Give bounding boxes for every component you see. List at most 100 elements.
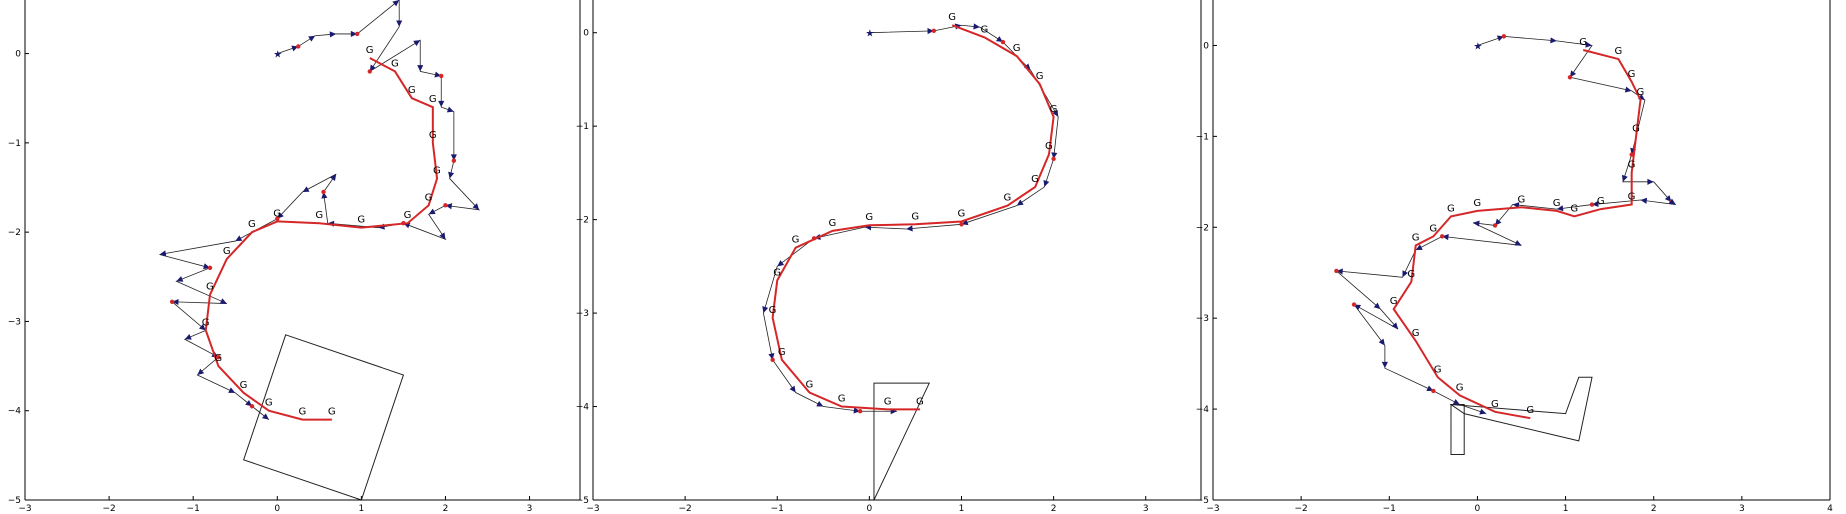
x-tick-label: 1: [1563, 504, 1569, 514]
estimate-arrow: [1043, 179, 1050, 187]
goal-marker: G: [223, 246, 231, 257]
goal-marker: G: [1004, 193, 1012, 204]
estimate-point: [1501, 34, 1507, 39]
estimate-arrow: [228, 387, 236, 393]
x-tick-label: 2: [1051, 504, 1057, 514]
goal-marker: G: [1632, 123, 1640, 134]
goal-marker: G: [1579, 37, 1587, 48]
goal-marker: G: [769, 305, 777, 316]
y-tick-label: −3: [8, 317, 21, 327]
goal-marker: G: [1614, 46, 1622, 57]
estimate-point: [1051, 156, 1056, 162]
estimate-arrow: [1556, 205, 1564, 212]
panel-2: −3 −2 −1 0 1 2 3 0−1−2−3−4−5 GGGGGGGGGGGGGGGGG…: [576, 0, 1202, 514]
y-tick-label: −2: [1196, 223, 1209, 233]
goal-marker: G: [391, 58, 399, 69]
estimate-arrow: [1668, 198, 1676, 205]
estimate-point: [1334, 268, 1339, 274]
y-tick-label: −1: [576, 122, 589, 132]
x-tick-label: 0: [1475, 504, 1481, 514]
y-tick-label: −4: [1196, 405, 1210, 415]
estimate-arrow: [1495, 218, 1502, 226]
estimate-arrow: [762, 306, 769, 314]
estimate-arrow: [1052, 109, 1059, 117]
goal-marker: G: [429, 94, 437, 105]
plot-area-2: [593, 0, 1201, 500]
goal-marker: G: [1526, 405, 1534, 416]
estimate-arrow: [321, 191, 328, 199]
goal-marker: G: [357, 215, 365, 226]
estimate-point: [1351, 302, 1357, 307]
estimate-arrow: [1373, 302, 1381, 310]
y-tick-label: −5: [576, 496, 589, 506]
estimate-arrow: [438, 100, 445, 108]
estimate-arrow: [1016, 199, 1024, 206]
estimate-point: [1567, 75, 1573, 80]
goal-marker: G: [214, 353, 222, 364]
estimate-arrow: [816, 400, 824, 407]
estimate-point: [321, 189, 326, 195]
panel-1: −3 −2 −1 0 1 2 3 0−1−2−3−4−5 GGGGGGGGGGGGGGGGG…: [8, 0, 581, 514]
estimate-arrow: [235, 235, 243, 242]
estimate-point: [216, 354, 221, 360]
goal-marker: G: [299, 407, 307, 418]
goal-marker: G: [404, 210, 412, 221]
estimate-arrow: [995, 36, 1003, 43]
goal-marker: G: [1013, 43, 1021, 54]
x-tick-label: 2: [1651, 504, 1657, 514]
goal-marker: G: [911, 211, 919, 222]
goal-marker: G: [1628, 192, 1636, 203]
goal-marker: G: [1412, 328, 1420, 339]
estimate-point: [249, 404, 255, 409]
x-tick-label: −3: [1206, 504, 1219, 514]
estimate-arrow: [1550, 37, 1557, 44]
goal-marker: G: [429, 130, 437, 141]
estimate-arrow: [448, 171, 455, 179]
start-marker: ★: [273, 50, 282, 61]
goal-marker: G: [1518, 194, 1526, 205]
goal-marker: G: [805, 380, 813, 391]
estimate-arrow: [1640, 197, 1648, 204]
estimate-point: [439, 73, 444, 79]
estimate-arrow: [1514, 240, 1522, 246]
x-tick-label: 1: [358, 504, 364, 514]
x-tick-label: 0: [866, 504, 872, 514]
estimate-arrow: [428, 208, 436, 215]
goal-marker: G: [202, 317, 210, 328]
estimate-arrow: [445, 203, 453, 210]
y-tick-label: −2: [576, 216, 589, 226]
estimate-arrow: [184, 334, 192, 340]
estimate-point: [770, 357, 775, 363]
goal-marker: G: [248, 219, 256, 230]
x-tick-label: −1: [1383, 504, 1396, 514]
estimate-arrow: [1473, 220, 1480, 227]
estimate-point: [857, 409, 863, 414]
path-line: [1392, 49, 1642, 420]
goal-marker: G: [1390, 296, 1398, 307]
estimate-point: [931, 28, 937, 34]
estimate-arrow: [1592, 200, 1599, 207]
goal-marker: G: [433, 166, 441, 177]
estimate-arrow: [350, 30, 358, 37]
goal-marker: G: [1412, 232, 1420, 243]
goal-marker: G: [240, 380, 248, 391]
goal-marker: G: [328, 407, 336, 418]
goal-marker: G: [1036, 71, 1044, 82]
estimate-arrow: [1647, 178, 1654, 185]
goal-marker: G: [884, 396, 892, 407]
goal-marker: G: [838, 394, 846, 405]
y-tick-label: −2: [8, 228, 21, 238]
path-line: [204, 57, 439, 421]
y-tick-label: −4: [576, 403, 590, 413]
goal-marker: G: [1050, 104, 1058, 115]
goal-marker: G: [1636, 87, 1644, 98]
estimate-arrow: [277, 212, 284, 219]
estimate-arrow: [262, 413, 269, 420]
plot-area-3: [1213, 0, 1830, 500]
goal-marker: G: [1434, 364, 1442, 375]
y-tick-label: −5: [8, 496, 21, 506]
y-tick-label: −5: [1196, 496, 1209, 506]
estimate-arrow: [439, 232, 446, 240]
estimate-point: [169, 299, 175, 304]
